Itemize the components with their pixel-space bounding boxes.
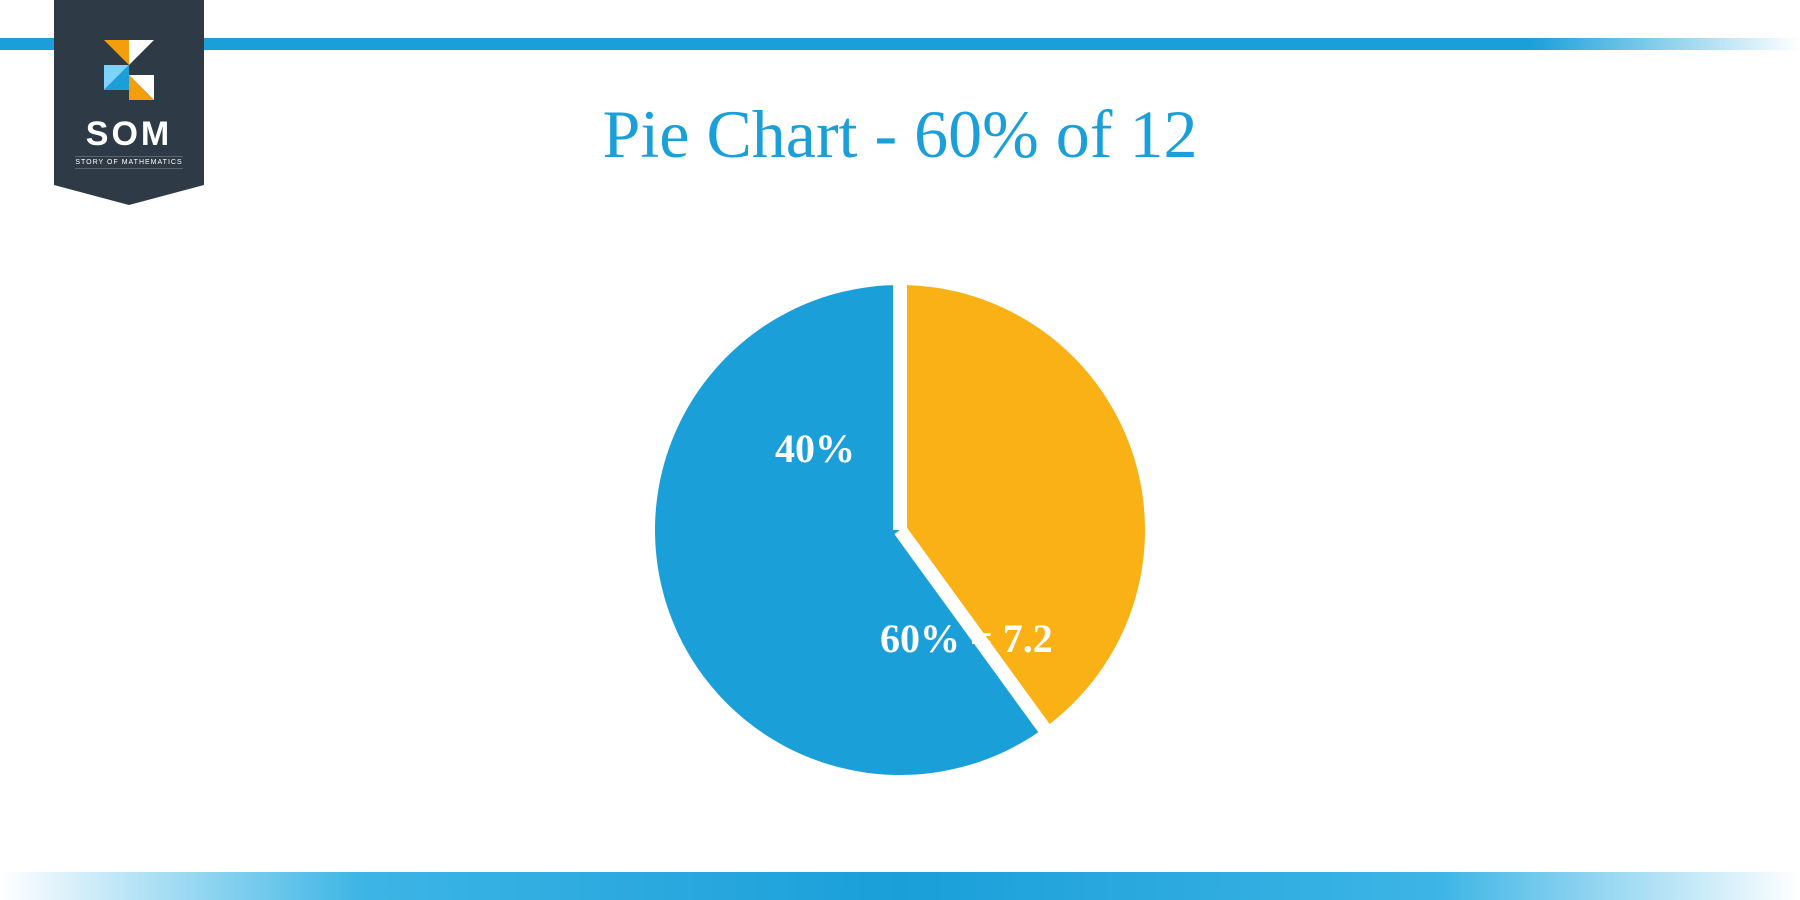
chart-title: Pie Chart - 60% of 12 [0,95,1800,174]
logo-icon [94,35,164,105]
bottom-accent-bar [0,872,1800,900]
pie-slice-label-60: 60% = 7.2 [880,615,1053,662]
pie-slice-label-40: 40% [775,425,855,472]
top-accent-bar [0,38,1800,50]
pie-chart: 40% 60% = 7.2 [640,270,1160,790]
